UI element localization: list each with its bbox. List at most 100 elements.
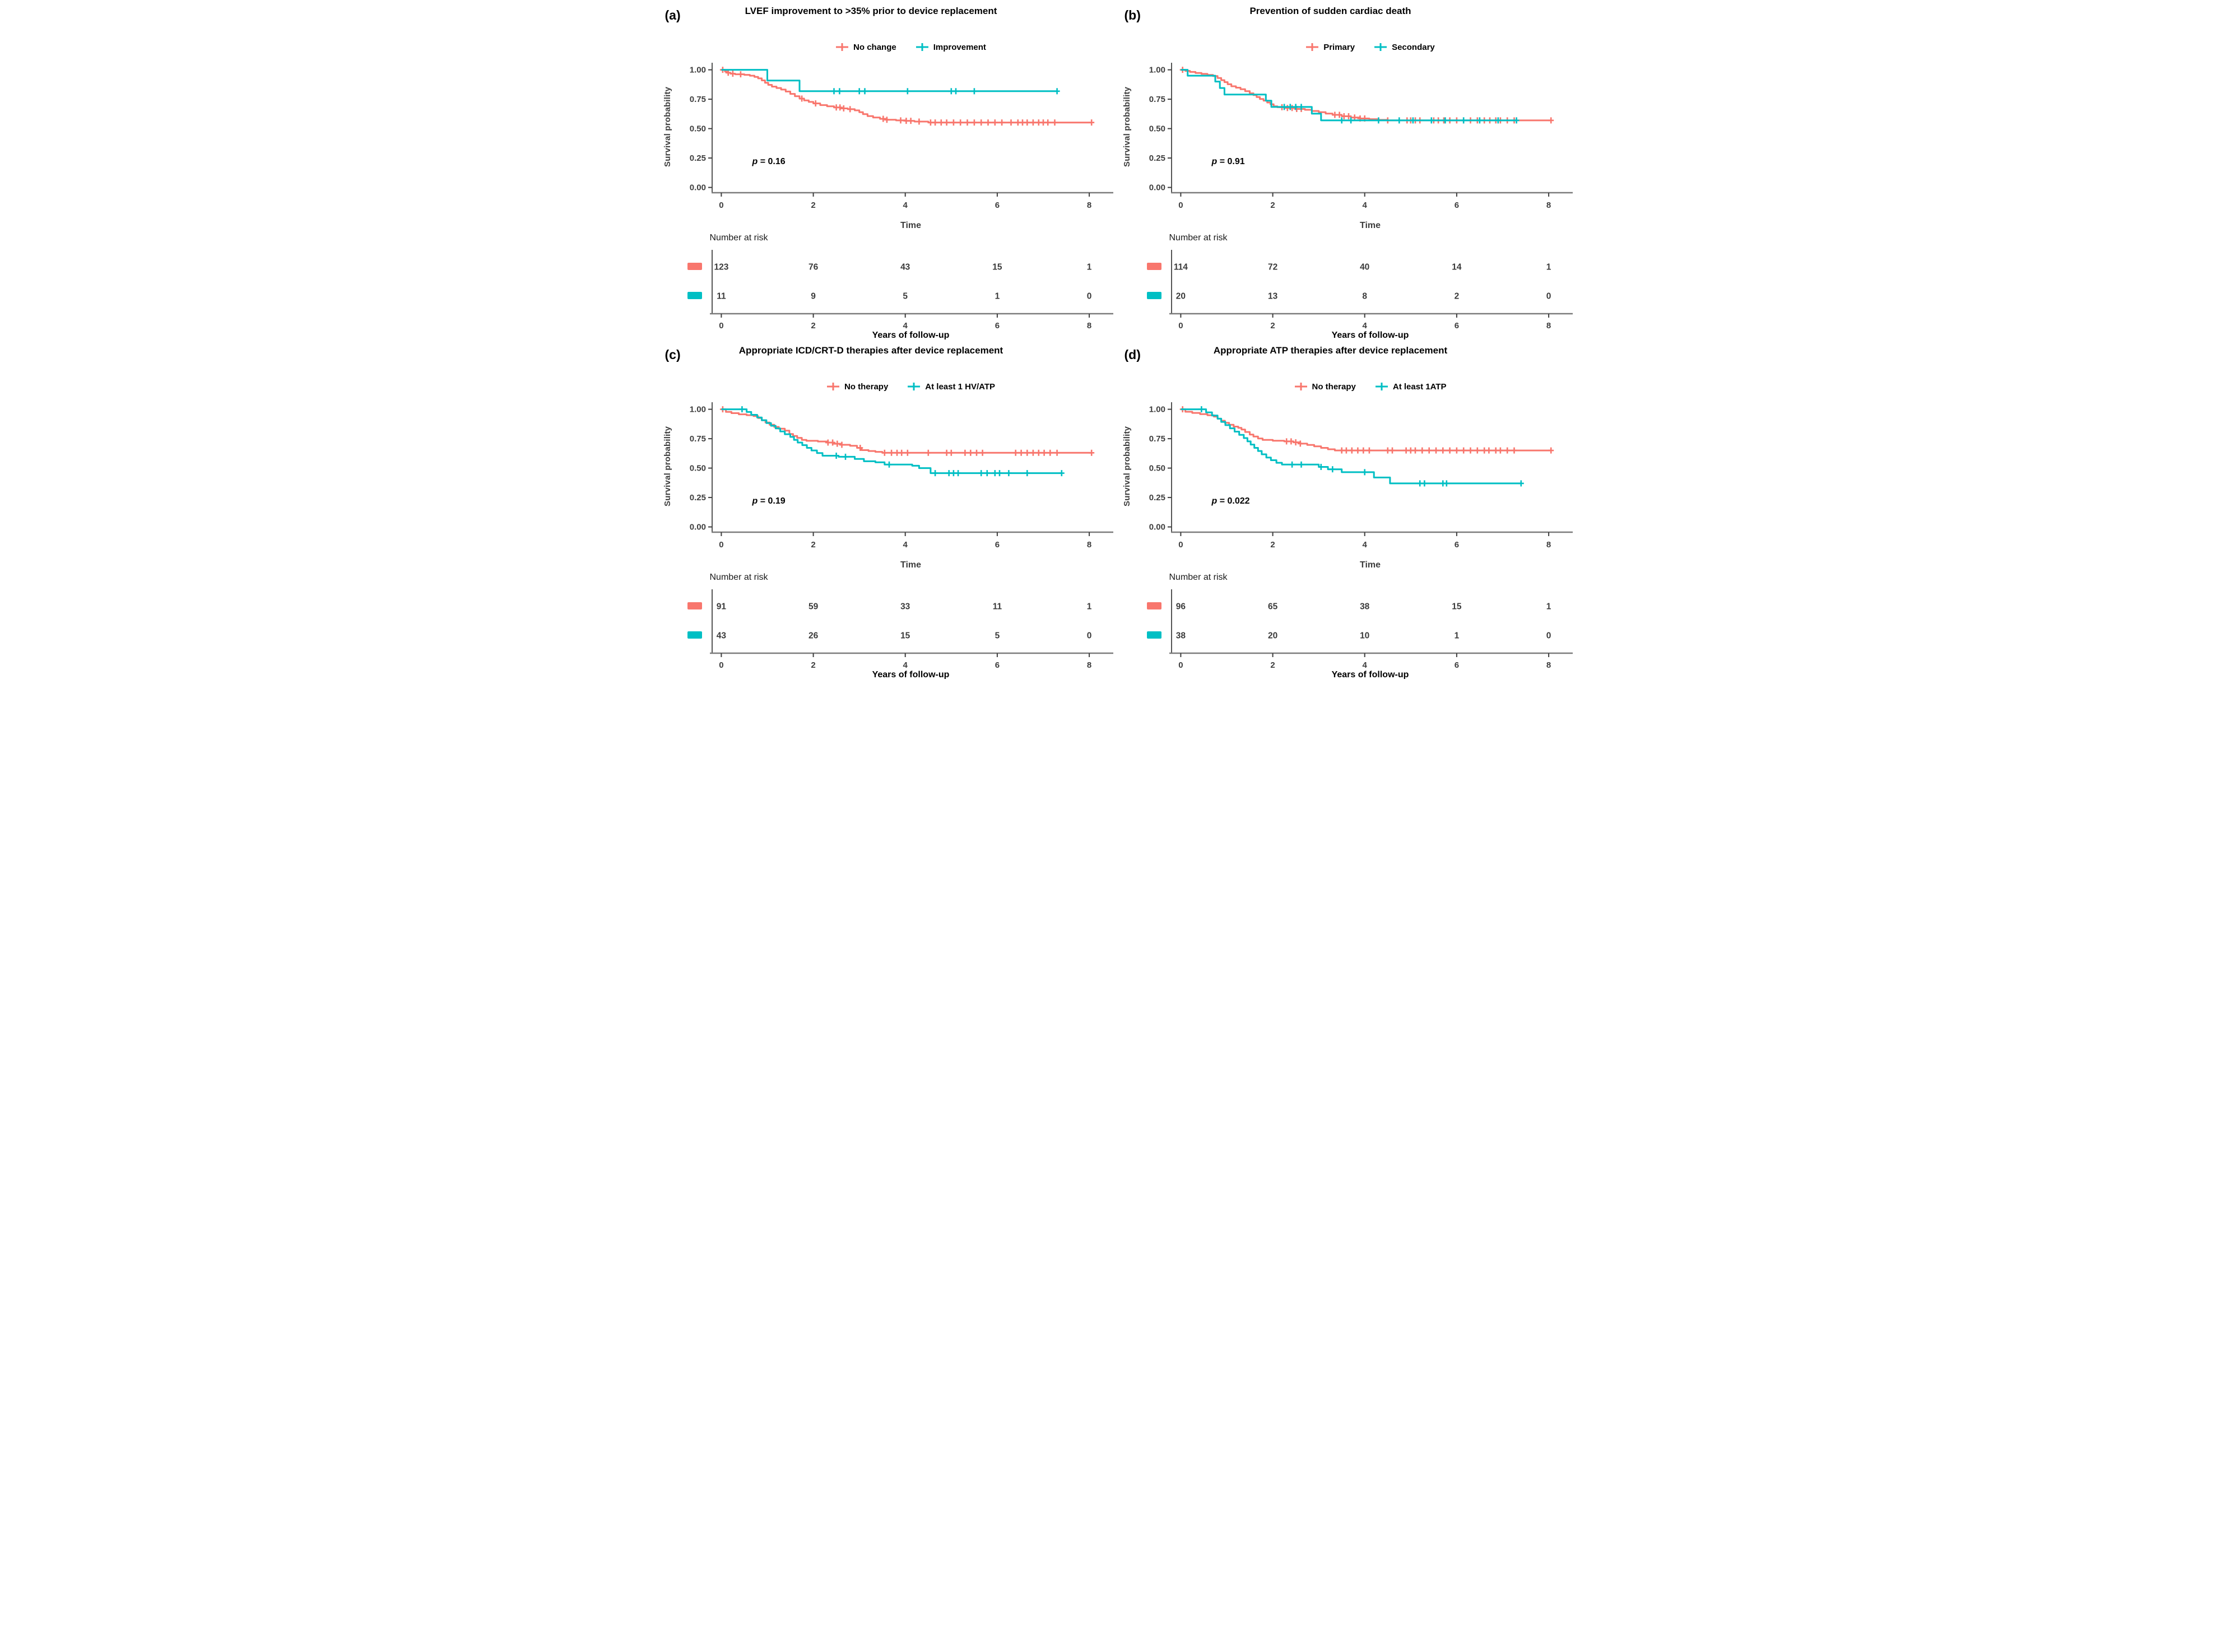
panel-letter: (d) [1124,347,1141,362]
risk-x-tick-label: 4 [903,660,908,670]
risk-count: 15 [1452,602,1462,612]
risk-count: 91 [716,602,726,612]
risk-table: 123 76 43 15 111 9 5 1 00 2 4 6 8 [687,250,1113,331]
panel-letter: (c) [665,347,681,362]
km-plot: 1.00 0.75 0.50 0.25 0.00 0 2 4 6 8 [689,402,1113,550]
legend-label: Improvement [933,42,986,52]
censor-plus-icon [1294,383,1307,390]
risk-x-tick-label: 4 [903,321,908,331]
x-tick-label: 2 [811,540,815,550]
panel-title: Appropriate ATP therapies after device r… [1213,345,1448,356]
panel-letter: (b) [1124,8,1141,22]
risk-row-swatch [687,631,702,639]
legend: No therapy At least 1ATP [1172,380,1569,393]
y-tick-label: 0.00 [1149,523,1165,532]
y-tick-label: 0.75 [1149,434,1165,444]
x-tick-label: 6 [995,540,999,550]
risk-count: 76 [808,263,818,272]
risk-count: 14 [1452,263,1462,272]
y-tick-label: 0.50 [1149,464,1165,473]
legend-item: Secondary [1374,43,1435,52]
p-value-text: = 0.91 [1217,157,1245,166]
p-value: p = 0.19 [752,496,786,506]
legend-item: Primary [1305,43,1355,52]
risk-x-axis-label: Years of follow-up [1331,670,1409,679]
km-panel-d: (d) Appropriate ATP therapies after devi… [1118,339,1577,679]
censor-plus-icon [1375,383,1388,390]
risk-x-tick-label: 0 [719,660,723,670]
risk-count: 11 [717,292,726,301]
y-tick-label: 0.00 [689,523,705,532]
risk-x-tick-label: 0 [1178,660,1183,670]
risk-count: 26 [808,631,818,641]
risk-x-tick-label: 6 [1454,660,1458,670]
risk-count: 43 [716,631,726,641]
p-symbol: p [752,157,758,166]
y-tick-label: 0.25 [1149,493,1165,502]
risk-count: 11 [992,602,1002,612]
risk-x-tick-label: 4 [1362,660,1367,670]
risk-x-tick-label: 8 [1546,321,1550,331]
survival-curve [1180,408,1521,485]
panel-title: LVEF improvement to >35% prior to device… [745,6,997,16]
risk-count: 96 [1175,602,1186,612]
p-symbol: p [1211,157,1218,166]
risk-count: 8 [1362,292,1367,301]
risk-count: 0 [1546,292,1551,301]
p-value: p = 0.16 [752,157,786,167]
x-tick-label: 2 [811,201,815,210]
risk-x-tick-label: 2 [1270,660,1275,670]
risk-count: 15 [900,631,910,641]
censor-plus-icon [916,43,928,51]
km-plot: 1.00 0.75 0.50 0.25 0.00 0 2 4 6 8 [1149,402,1573,550]
x-tick-label: 4 [1362,540,1367,550]
x-tick-label: 6 [995,201,999,210]
panel-title: Prevention of sudden cardiac death [1249,6,1411,16]
y-axis-label: Survival probability [662,86,672,167]
risk-count: 9 [811,292,816,301]
y-tick-label: 0.25 [1149,153,1165,163]
risk-x-axis-label: Years of follow-up [872,331,950,339]
risk-x-tick-label: 2 [811,321,815,331]
y-tick-label: 0.50 [689,124,705,134]
y-tick-label: 0.25 [689,153,705,163]
censor-plus-icon [908,383,921,390]
risk-count: 5 [903,292,908,301]
legend: No change Improvement [712,40,1110,54]
risk-table: 96 65 38 15 138 20 10 1 00 2 4 6 8 [1146,589,1573,670]
y-tick-label: 0.00 [689,183,705,193]
legend-item: No therapy [1294,382,1356,392]
x-tick-label: 8 [1086,540,1091,550]
risk-row-swatch [687,263,702,270]
p-symbol: p [752,496,758,506]
panel-title: Appropriate ICD/CRT-D therapies after de… [738,345,1003,356]
risk-count: 0 [1546,631,1551,641]
risk-count: 20 [1267,631,1277,641]
x-tick-label: 6 [1454,201,1458,210]
km-panel-a: (a) LVEF improvement to >35% prior to de… [658,0,1118,339]
km-figure: (a) LVEF improvement to >35% prior to de… [658,0,1577,679]
risk-count: 59 [808,602,818,612]
risk-count: 1 [1546,263,1551,272]
legend-label: At least 1 HV/ATP [925,381,996,392]
risk-count: 33 [900,602,910,612]
risk-x-tick-label: 6 [1454,321,1458,331]
plot-area: 1.00 0.75 0.50 0.25 0.00 0 2 4 6 8 Survival proba… [1118,394,1577,571]
risk-count: 38 [1360,602,1370,612]
legend-label: No therapy [1312,381,1356,392]
km-panel-b: (b) Prevention of sudden cardiac death P… [1118,0,1577,339]
risk-count: 1 [1454,631,1459,641]
risk-count: 13 [1267,292,1277,301]
risk-count: 15 [992,263,1002,272]
plot-area: 1.00 0.75 0.50 0.25 0.00 0 2 4 6 8 Survival proba… [658,55,1118,232]
risk-count: 65 [1267,602,1277,612]
risk-x-tick-label: 6 [995,660,999,670]
legend-label: Primary [1323,42,1355,52]
p-value-text: = 0.19 [758,496,786,506]
p-value-text: = 0.16 [758,157,786,166]
p-value: p = 0.91 [1212,157,1245,167]
risk-x-tick-label: 8 [1546,660,1550,670]
risk-x-tick-label: 4 [1362,321,1367,331]
plot-area: 1.00 0.75 0.50 0.25 0.00 0 2 4 6 8 Survival proba… [1118,55,1577,232]
x-axis-label: Time [900,221,922,230]
